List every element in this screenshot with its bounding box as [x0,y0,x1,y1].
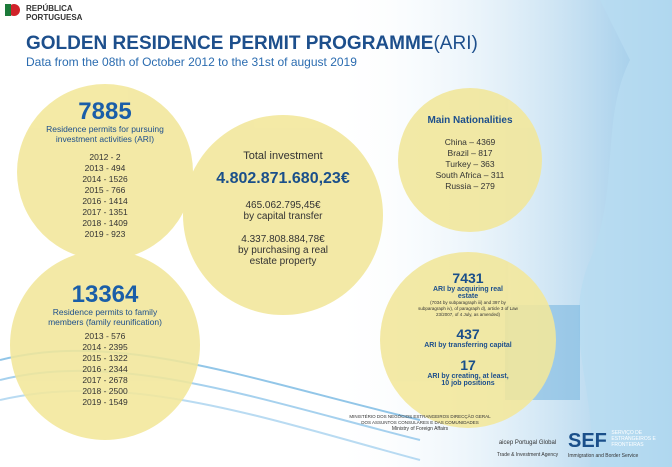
breakdown-label: ARI by transferring capital [424,342,512,349]
investment-total: 4.802.871.680,23€ [216,170,350,187]
mne-name: MINISTÉRIO DOS NEGÓCIOS ESTRANGEIROS DIR… [349,414,491,425]
breakdown: 7431 ARI by acquiring real estate (7034 by… [393,270,543,387]
nationality-item: South Africa – 311 [435,170,505,180]
aicep-name: aicep Portugal Global [498,440,557,446]
family-total: 13364 [71,281,139,308]
nationality-item: Russia – 279 [445,181,495,191]
nationality-item: Turkey – 363 [445,159,495,169]
year-item: 2018 - 2500 [82,386,128,396]
year-item: 2019 - 923 [84,229,126,239]
breakdown-value: 437 [456,326,480,342]
title-suffix: (ARI) [433,33,478,54]
subtitle: Data from the 08th of October 2012 to th… [26,55,357,69]
investment-label: Total investment [243,150,323,162]
capital-transfer: 465.062.795,45€ [245,200,321,211]
year-item: 2017 - 2678 [82,375,128,385]
investment: Total investment 4.802.871.680,23€ 465.0… [203,150,363,267]
nationality-item: Brazil – 817 [447,148,493,158]
real-estate-label: by purchasing a real estate property [237,245,329,267]
year-item: 2013 - 494 [84,163,126,173]
permits-years: 2012 - 2 2013 - 494 2014 - 1526 2015 - 766 2… [45,152,165,240]
year-item: 2016 - 2344 [82,364,128,374]
year-item: 2018 - 1409 [82,218,128,228]
sef: SEF SERVIÇO DE ESTRANGEIROS E FRONTEIRAS… [568,430,672,459]
breakdown-note: (7034 by subparagraph iii) and 397 by su… [418,300,518,317]
permits-total: 7885 [78,98,132,125]
year-item: 2016 - 1414 [82,196,128,206]
logo-text: REPÚBLICA PORTUGUESA [26,4,83,22]
mne: MINISTÉRIO DOS NEGÓCIOS ESTRANGEIROS DIR… [345,414,495,433]
family-years: 2013 - 576 2014 - 2395 2015 - 1322 2016 - 2… [45,331,165,408]
nationalities-title: Main Nationalities [427,115,513,126]
breakdown-value: 7431 [452,270,484,286]
family: 13364 Residence permits to family member… [45,283,165,408]
year-item: 2012 - 2 [89,152,121,162]
permits-label: Residence permits for pursuing investmen… [46,124,164,144]
real-estate: 4.337.808.884,78€ [241,234,325,245]
year-item: 2015 - 1322 [82,353,128,363]
mne-en: Ministry of Foreign Affairs [391,426,449,432]
year-item: 2014 - 1526 [82,174,128,184]
nationalities-list: China – 4369 Brazil – 817 Turkey – 363 Sout… [425,137,515,192]
breakdown-label: ARI by creating, at least, 10 job positi… [427,373,509,387]
year-item: 2014 - 2395 [82,342,128,352]
year-item: 2019 - 1549 [82,397,128,407]
nationalities: Main Nationalities China – 4369 Brazil – … [425,115,515,192]
family-label: Residence permits to family members (fam… [48,307,162,327]
sef-logo: SEF [568,430,607,452]
aicep: aicep Portugal Global Trade & Investment… [490,440,565,458]
breakdown-value: 17 [460,357,476,373]
breakdown-label: ARI by acquiring real estate [432,286,504,300]
year-item: 2017 - 1351 [82,207,128,217]
year-item: 2015 - 766 [84,185,126,195]
aicep-en: Trade & Investment Agency [496,452,559,458]
permits: 7885 Residence permits for pursuing inve… [45,100,165,240]
sef-name: SERVIÇO DE ESTRANGEIROS E FRONTEIRAS [611,430,656,448]
nationality-item: China – 4369 [444,137,496,147]
year-item: 2013 - 576 [84,331,126,341]
capital-transfer-label: by capital transfer [243,211,323,222]
title-main: GOLDEN RESIDENCE PERMIT PROGRAMME [26,33,434,54]
title: GOLDEN RESIDENCE PERMIT PROGRAMME(ARI) [26,33,478,55]
sef-en: Immigration and Border Service [568,453,639,459]
